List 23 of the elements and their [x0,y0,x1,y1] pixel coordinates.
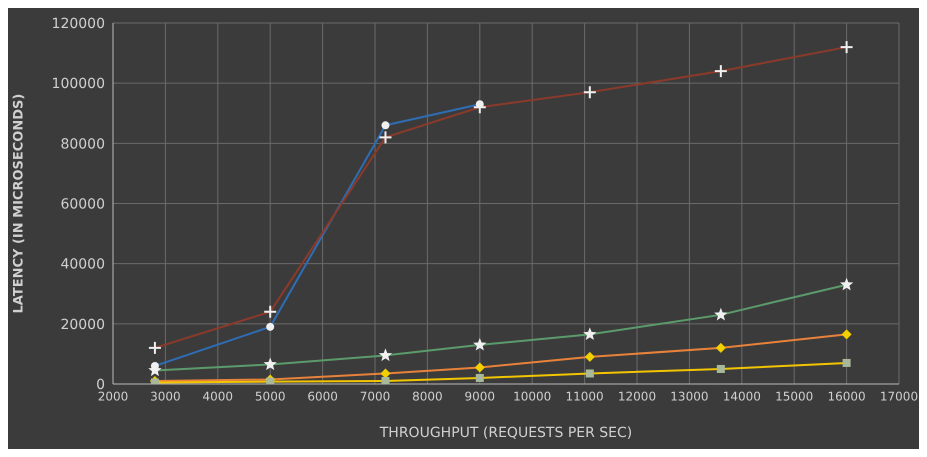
y-tick-label: 20000 [60,316,105,333]
x-tick-label: 8000 [412,390,443,404]
x-axis-title: THROUGHPUT (REQUESTS PER SEC) [378,425,632,441]
x-tick-label: 14000 [722,390,761,404]
x-tick-label: 10000 [513,390,552,404]
y-tick-label: 40000 [60,256,105,273]
y-tick-label: 80000 [60,136,105,152]
x-tick-label: 16000 [828,390,866,404]
y-tick-label: 120000 [52,16,105,32]
x-tick-label: 11000 [566,390,604,404]
x-tick-label: 3000 [150,390,181,404]
x-tick-label: 12000 [618,390,656,404]
y-tick-label: 60000 [60,196,105,212]
x-tick-label: 9000 [464,390,496,404]
x-tick-label: 5000 [254,390,286,404]
x-tick-label: 7000 [360,390,390,404]
x-tick-label: 13000 [670,390,708,404]
y-axis-title: LATENCY (IN MICROSECONDS) [12,94,27,314]
x-tick-label: 15000 [775,390,814,404]
x-tick-label: 6000 [307,390,338,404]
x-tick-label: 17000 [880,390,918,404]
x-tick-label: 4000 [202,390,234,404]
y-tick-label: 100000 [52,76,105,92]
